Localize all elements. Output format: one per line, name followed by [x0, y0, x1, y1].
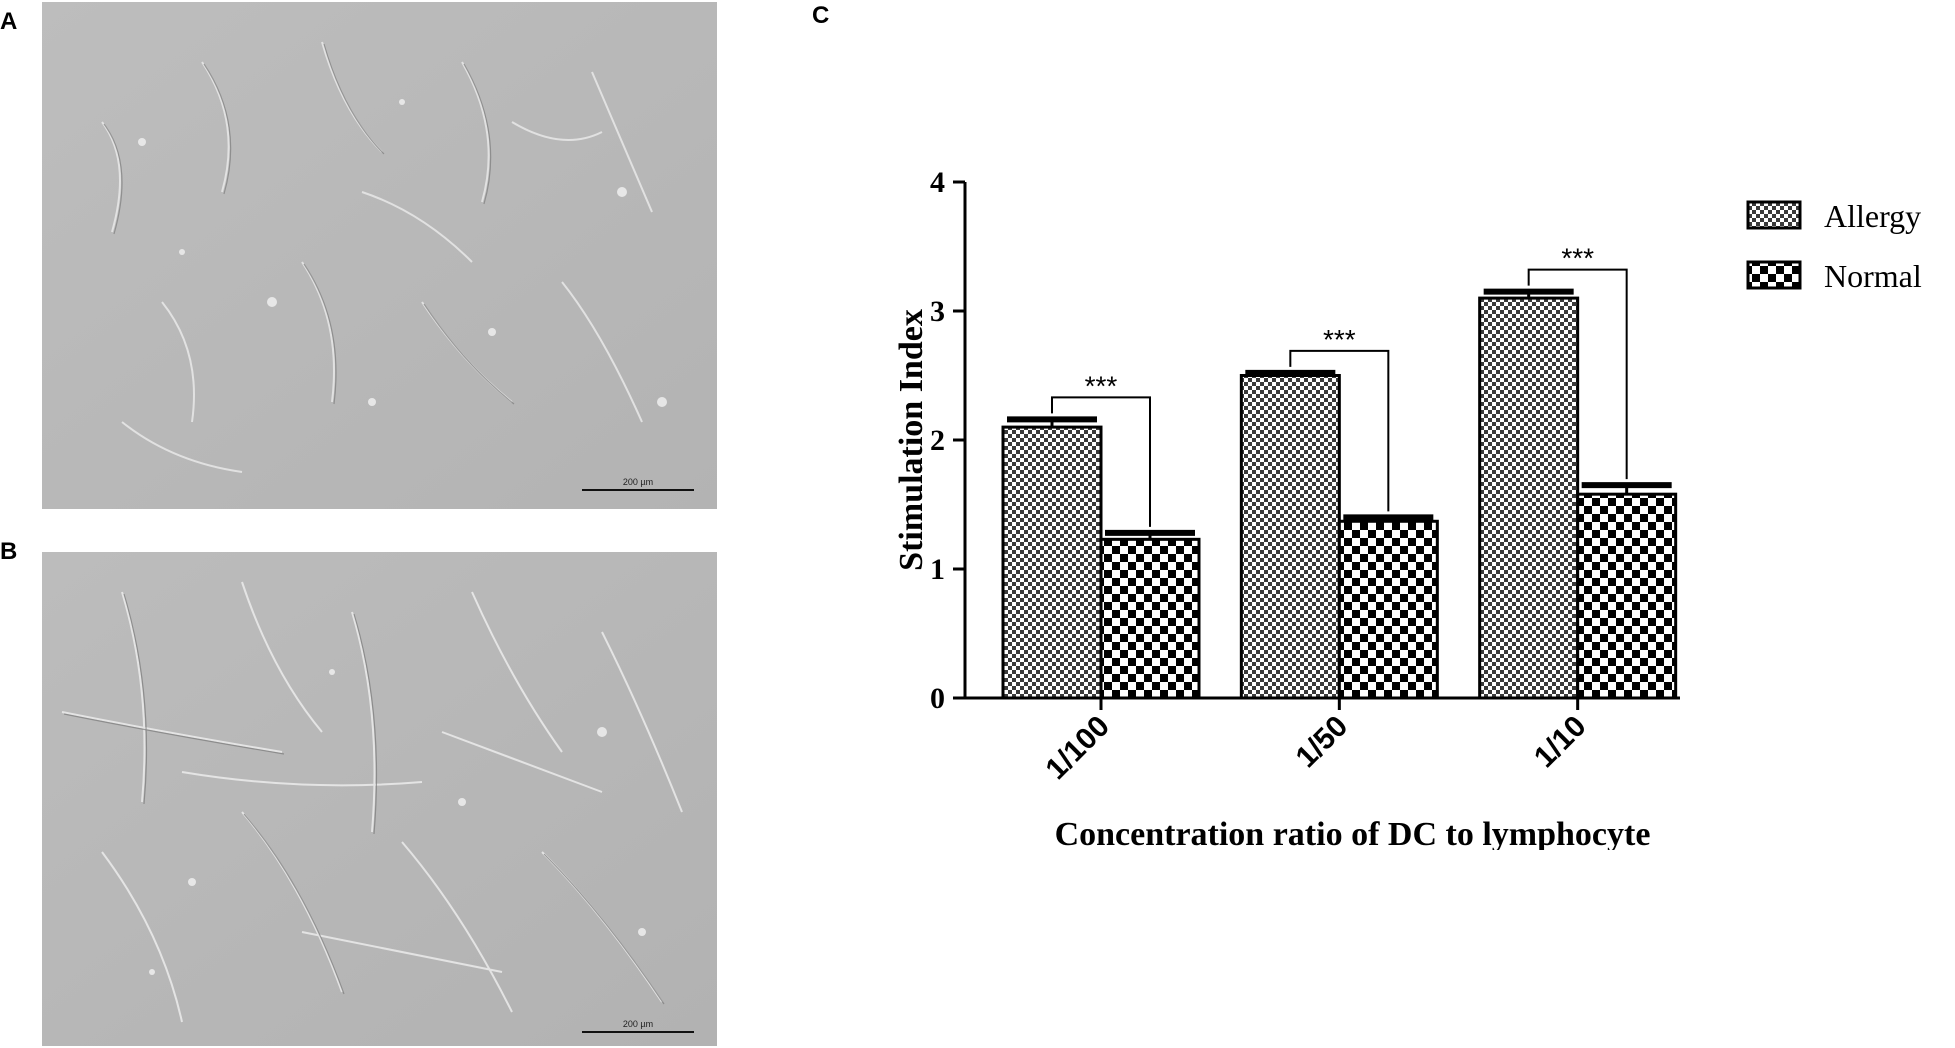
- micrograph-a: 200 µm: [42, 2, 717, 509]
- x-axis-title: Concentration ratio of DC to lymphocyte: [1055, 816, 1651, 850]
- bar-normal-1: [1337, 519, 1439, 700]
- bar-allergy-2: [1478, 296, 1580, 700]
- significance-bracket-1: [1289, 349, 1390, 512]
- x-tick-label-2: 1/10: [1528, 710, 1593, 775]
- significance-label-0: ***: [1085, 370, 1118, 401]
- scale-bar-a: 200 µm: [623, 477, 653, 487]
- micrograph-b: 200 µm: [42, 552, 717, 1046]
- y-tick-label-0: 0: [930, 682, 945, 715]
- y-tick-label-3: 3: [930, 295, 945, 328]
- x-tick-label-0: 1/100: [1040, 710, 1116, 786]
- bar-allergy-1: [1239, 374, 1341, 700]
- legend-swatch-allergy: [1746, 200, 1802, 230]
- bar-normal-2: [1576, 492, 1678, 700]
- significance-bracket-2: [1527, 268, 1628, 480]
- legend-label-allergy: Allergy: [1824, 198, 1921, 234]
- bar-allergy-0: [1001, 425, 1103, 700]
- legend-swatch-normal: [1746, 260, 1802, 290]
- y-tick-label-1: 1: [930, 553, 945, 586]
- x-tick-label-1: 1/50: [1290, 710, 1355, 775]
- micrograph-a-image: 200 µm: [42, 2, 717, 509]
- significance-label-2: ***: [1561, 243, 1594, 274]
- panel-c-label: C: [812, 2, 830, 29]
- scale-bar-b: 200 µm: [623, 1019, 653, 1029]
- significance-bracket-0: [1051, 396, 1151, 527]
- panel-a-label: A: [0, 8, 18, 35]
- legend-label-normal: Normal: [1824, 258, 1922, 294]
- significance-label-1: ***: [1323, 324, 1356, 355]
- panel-b-label: B: [0, 538, 18, 565]
- bar-normal-0: [1099, 537, 1201, 700]
- y-tick-label-2: 2: [930, 424, 945, 457]
- micrograph-b-image: 200 µm: [42, 552, 717, 1046]
- y-tick-label-4: 4: [930, 166, 945, 199]
- y-axis-title: Stimulation Index: [893, 309, 930, 571]
